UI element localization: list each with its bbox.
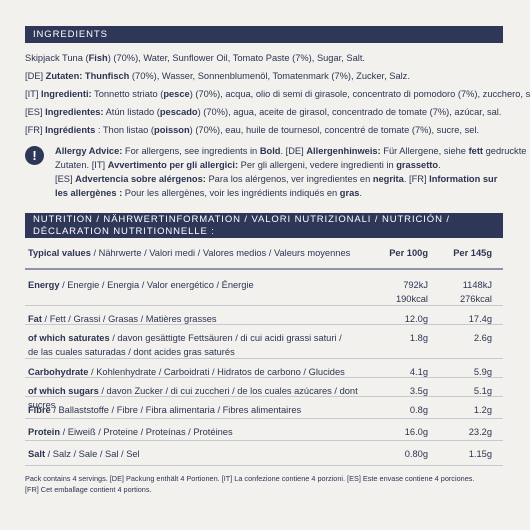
footnote-line2: [FR] Cet emballage contient 4 portions. [25, 485, 152, 494]
divider [25, 465, 503, 466]
ingredients-line: Skipjack Tuna (Fish) (70%), Water, Sunfl… [25, 53, 366, 63]
nutrition-header-line2: DÉCLARATION NUTRITIONNELLE : [33, 225, 215, 237]
exclamation-icon: ! [25, 146, 44, 165]
per-145g-value: 2.6g [473, 333, 492, 343]
per-100g-value: 4.1g [409, 367, 428, 377]
divider [25, 396, 503, 397]
ingredients-line: [IT] Ingredienti: Tonnetto striato (pesc… [25, 89, 530, 99]
divider [25, 305, 503, 306]
allergy-line: [ES] Advertencia sobre alérgenos: Para l… [55, 174, 498, 184]
divider [25, 324, 503, 325]
nutrition-row-label: Fibre / Ballaststoffe / Fibre / Fibra al… [28, 405, 302, 415]
nutrition-row-label: Energy / Energie / Energia / Valor energ… [28, 280, 254, 290]
per-100g-value: 0.80g [404, 449, 428, 459]
per-100g-value: 3.5g [409, 386, 428, 396]
per-100g-value: 0.8g [409, 405, 428, 415]
nutrition-row-label: Carbohydrate / Kohlenhydrate / Carboidra… [28, 367, 345, 377]
allergy-line: Allergy Advice: For allergens, see ingre… [55, 146, 527, 156]
per-145g-value: 1.15g [468, 449, 492, 459]
divider [25, 377, 503, 378]
footnote-line1: Pack contains 4 servings. [DE] Packung e… [25, 474, 475, 483]
ingredients-line: [FR] Ingrédients : Thon listao (poisson)… [25, 125, 480, 135]
per-145g-value: 1.2g [473, 405, 492, 415]
nutrition-row-label: Protein / Eiweiß / Proteine / Proteínas … [28, 427, 233, 437]
nutrition-row-label: of which saturates / davon gesättigte Fe… [28, 333, 342, 357]
per-145g-value: 5.9g [473, 367, 492, 377]
allergy-line: Zutaten. [IT] Avvertimento per gli aller… [55, 160, 441, 170]
per-100g-value: 12.0g [404, 314, 428, 324]
typical-values-label: Typical values / Nährwerte / Valori medi… [28, 248, 351, 258]
per-145g-value: 23.2g [468, 427, 492, 437]
allergy-line: les allergènes : Pour les allergènes, vo… [55, 188, 362, 198]
per-100g-value: 16.0g [404, 427, 428, 437]
per-145g-value: 17.4g [468, 314, 492, 324]
per-145g-header: Per 145g [453, 248, 492, 258]
per-100g-header: Per 100g [389, 248, 428, 258]
nutrition-row-label: Fat / Fett / Grassi / Grasas / Matières … [28, 314, 217, 324]
per-145g-value: 1148kJ 276kcal [459, 280, 492, 304]
per-145g-value: 5.1g [473, 386, 492, 396]
divider [25, 358, 503, 359]
divider [25, 418, 503, 419]
nutrition-row-label: of which sugars / davon Zucker / di cui … [28, 386, 358, 410]
nutrition-header-line1: NUTRITION / NÄHRWERTINFORMATION / VALORI… [33, 214, 450, 225]
ingredients-header: INGREDIENTS [25, 26, 503, 43]
divider [25, 268, 503, 270]
ingredients-line: [DE] Zutaten: Thunfisch (70%), Wasser, S… [25, 71, 410, 81]
per-100g-value: 792kJ 190kcal [395, 280, 428, 304]
divider [25, 440, 503, 441]
allergy-advice: Allergy Advice: For allergens, see ingre… [55, 144, 527, 200]
ingredients-line: [ES] Ingredientes: Atún listado (pescado… [25, 107, 502, 117]
nutrition-header: NUTRITION / NÄHRWERTINFORMATION / VALORI… [25, 213, 503, 238]
nutrition-row-label: Salt / Salz / Sale / Sal / Sel [28, 449, 140, 459]
per-100g-value: 1.8g [409, 333, 428, 343]
